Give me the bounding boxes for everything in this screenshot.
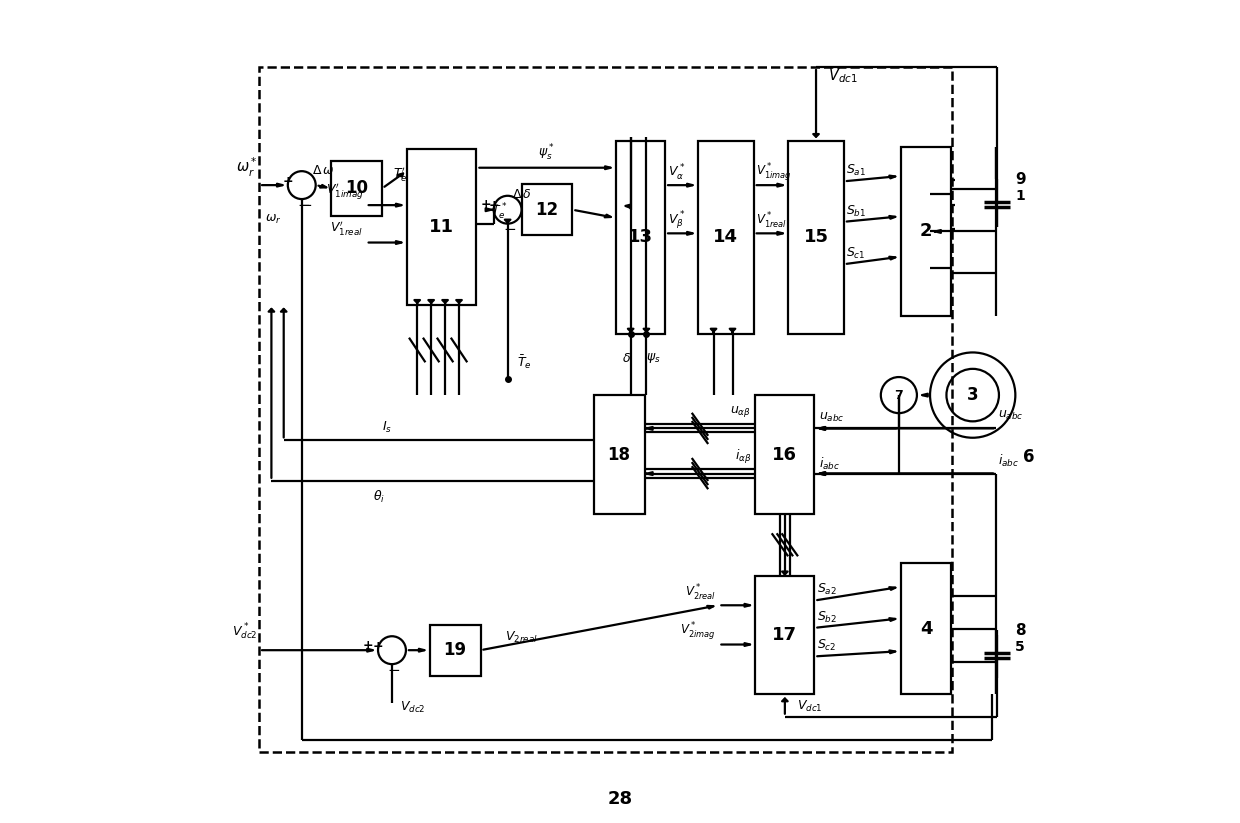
- Text: 6: 6: [1023, 448, 1034, 466]
- Bar: [900, 563, 951, 695]
- Text: $S_{b1}$: $S_{b1}$: [847, 203, 867, 219]
- Bar: [259, 67, 952, 752]
- Text: +: +: [363, 639, 373, 652]
- Text: $\omega_r^*$: $\omega_r^*$: [236, 156, 258, 179]
- Text: $\Delta\,\delta$: $\Delta\,\delta$: [512, 188, 532, 202]
- Text: $V_{1imag}'$: $V_{1imag}'$: [326, 182, 363, 202]
- Text: 1: 1: [1016, 188, 1025, 202]
- Bar: [755, 575, 815, 695]
- Text: $S_{c1}$: $S_{c1}$: [847, 246, 866, 261]
- Bar: [331, 160, 382, 216]
- Bar: [789, 141, 844, 333]
- Text: $\omega_r$: $\omega_r$: [264, 213, 281, 226]
- Text: $V_{1real}^*$: $V_{1real}^*$: [756, 211, 787, 231]
- Text: $\delta$: $\delta$: [622, 351, 631, 365]
- Bar: [900, 147, 951, 315]
- Text: $-$: $-$: [296, 196, 310, 211]
- Bar: [430, 625, 481, 676]
- Text: $u_{\alpha\beta}$: $u_{\alpha\beta}$: [730, 404, 751, 420]
- Text: $-$: $-$: [502, 221, 516, 235]
- Text: 9: 9: [1016, 172, 1025, 187]
- Text: +: +: [480, 198, 491, 212]
- Text: $-$: $-$: [387, 661, 401, 676]
- Text: $\theta_i$: $\theta_i$: [373, 489, 384, 505]
- Text: $i_{abc}$: $i_{abc}$: [998, 453, 1019, 468]
- Text: 12: 12: [536, 201, 558, 219]
- Text: $i_{abc}$: $i_{abc}$: [820, 456, 841, 472]
- Text: $T_e^*$: $T_e^*$: [491, 202, 507, 221]
- Text: 7: 7: [894, 388, 903, 402]
- Text: $\psi_s$: $\psi_s$: [646, 351, 660, 365]
- Text: $V_{dc1}$: $V_{dc1}$: [797, 700, 823, 714]
- Text: $u_{abc}$: $u_{abc}$: [998, 409, 1024, 422]
- Text: $i_{\alpha\beta}$: $i_{\alpha\beta}$: [734, 449, 751, 466]
- Text: 8: 8: [1016, 623, 1025, 638]
- Text: 3: 3: [967, 386, 978, 404]
- Text: $V_{1real}'$: $V_{1real}'$: [330, 221, 363, 239]
- Bar: [755, 395, 815, 514]
- Text: 10: 10: [345, 179, 368, 198]
- Text: $I_s$: $I_s$: [382, 420, 392, 435]
- Text: $u_{abc}$: $u_{abc}$: [820, 412, 844, 425]
- Text: $S_{b2}$: $S_{b2}$: [817, 610, 837, 625]
- Bar: [407, 149, 476, 305]
- Text: $\psi_s^*$: $\psi_s^*$: [538, 143, 554, 163]
- Text: $V_{1imag}^*$: $V_{1imag}^*$: [756, 162, 791, 184]
- Text: $V_{2real}^*$: $V_{2real}^*$: [684, 583, 715, 603]
- Text: 16: 16: [773, 445, 797, 463]
- Bar: [594, 395, 645, 514]
- Text: 2: 2: [920, 222, 932, 240]
- Text: $V_\alpha^*$: $V_\alpha^*$: [667, 163, 684, 183]
- Text: $V_{dc2}^*$: $V_{dc2}^*$: [232, 622, 258, 642]
- Text: $T_e'$: $T_e'$: [393, 165, 408, 183]
- Text: $V_{dc2}$: $V_{dc2}$: [401, 700, 425, 715]
- Text: 5: 5: [1016, 640, 1025, 654]
- Text: $V_\beta^*$: $V_\beta^*$: [667, 210, 684, 232]
- Text: +: +: [283, 174, 293, 188]
- Bar: [616, 141, 665, 333]
- Text: +: +: [373, 639, 383, 653]
- Text: $S_{c2}$: $S_{c2}$: [817, 638, 836, 653]
- Text: $\bar{T}_e$: $\bar{T}_e$: [517, 354, 532, 371]
- Text: 28: 28: [608, 789, 632, 807]
- Text: 18: 18: [608, 445, 631, 463]
- Text: $V_{dc1}$: $V_{dc1}$: [828, 66, 858, 85]
- Text: +: +: [489, 199, 498, 212]
- Text: $S_{a1}$: $S_{a1}$: [847, 163, 867, 179]
- Text: 14: 14: [713, 228, 738, 246]
- Text: 17: 17: [773, 626, 797, 644]
- Bar: [522, 184, 573, 235]
- Text: 19: 19: [444, 641, 466, 659]
- Text: $\Delta\,\omega$: $\Delta\,\omega$: [312, 164, 335, 177]
- Text: $S_{a2}$: $S_{a2}$: [817, 583, 837, 597]
- Bar: [698, 141, 754, 333]
- Text: 15: 15: [804, 228, 828, 246]
- Text: $-$: $-$: [299, 196, 312, 211]
- Text: $V_{2real}$: $V_{2real}$: [505, 630, 538, 645]
- Text: $V_{2imag}^*$: $V_{2imag}^*$: [681, 621, 715, 644]
- Text: 11: 11: [429, 218, 454, 236]
- Text: 13: 13: [627, 228, 653, 246]
- Text: 4: 4: [920, 620, 932, 638]
